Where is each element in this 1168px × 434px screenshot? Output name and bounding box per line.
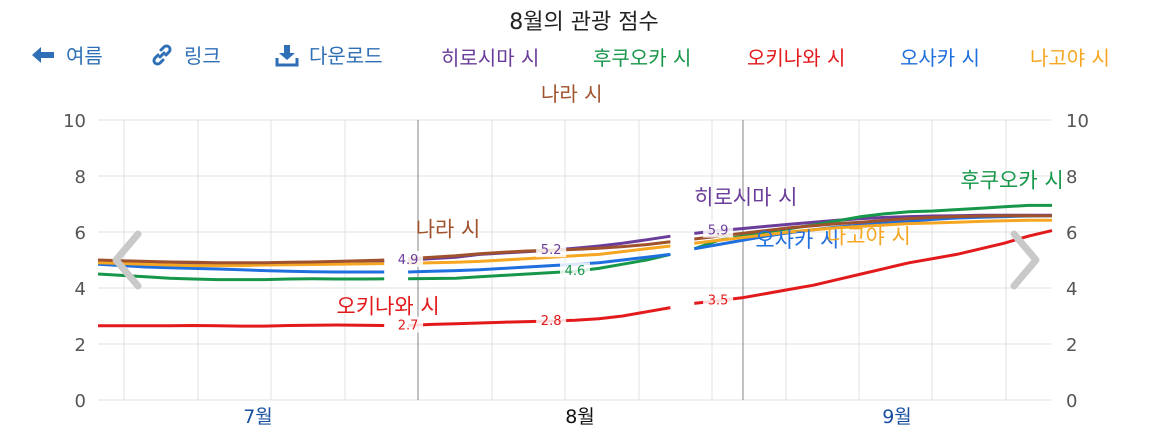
value-label: 5.2 (541, 243, 562, 258)
series-name-label: 후쿠오카 시 (960, 168, 1063, 192)
y-tick-label-right: 0 (1066, 391, 1077, 412)
value-label: 2.7 (398, 319, 419, 334)
x-month-label: 7월 (243, 406, 273, 428)
value-label: 4.6 (565, 264, 586, 279)
y-tick-label-left: 10 (63, 111, 86, 132)
value-label-bg (703, 221, 734, 238)
download-label: 다운로드 (309, 44, 383, 68)
series-name-label: 히로시마 시 (694, 185, 797, 209)
link-label: 링크 (184, 44, 221, 68)
series-name-label: 나고야 시 (827, 225, 911, 249)
download-button[interactable]: 다운로드 (275, 40, 383, 69)
value-label-bg (703, 291, 734, 308)
series-line (98, 323, 385, 328)
value-label-bg (393, 251, 424, 267)
series-name-label: 오키나와 시 (336, 295, 439, 319)
series-line (693, 203, 1052, 251)
value-label-bg (393, 316, 424, 333)
series-line (97, 261, 385, 268)
chevron-right-icon[interactable] (1004, 230, 1044, 290)
series-line (408, 252, 671, 281)
series-name-label: 나라 시 (416, 218, 481, 242)
series-name-label: 오사카 시 (755, 228, 839, 252)
legend-item-nagoya[interactable]: 나고야 시 (1030, 46, 1110, 70)
legend-item-fukuoka[interactable]: 후쿠오카 시 (593, 46, 692, 70)
series-line (97, 272, 385, 282)
series-line (694, 218, 1052, 245)
y-tick-label-right: 2 (1066, 335, 1077, 356)
y-tick-label-left: 2 (75, 335, 86, 356)
y-tick-label-right: 4 (1066, 279, 1077, 300)
legend-item-osaka[interactable]: 오사카 시 (900, 46, 980, 70)
y-tick-label-right: 8 (1066, 167, 1077, 188)
y-tick-label-left: 4 (75, 279, 86, 300)
series-line (97, 258, 385, 265)
y-tick-label-left: 8 (75, 167, 86, 188)
value-label-bg (536, 312, 567, 329)
y-tick-label-right: 6 (1066, 223, 1077, 244)
back-label: 여름 (66, 44, 103, 68)
series-line (694, 229, 1053, 305)
back-button[interactable]: 여름 (30, 40, 103, 69)
y-tick-label-left: 6 (75, 223, 86, 244)
value-label: 5.9 (708, 224, 729, 239)
axis-layer: 0 0 2 2 4 4 6 6 8 8 10 10 7월 8월 9월 (63, 111, 1089, 428)
chevron-left-icon[interactable] (108, 230, 148, 290)
series-line (97, 262, 385, 274)
legend-item-hiroshima[interactable]: 히로시마 시 (441, 46, 540, 70)
download-icon (275, 44, 299, 66)
chart-title: 8월의 관광 점수 (509, 10, 659, 35)
x-month-label: 8월 (565, 406, 595, 428)
x-month-label: 9월 (882, 406, 912, 428)
legend-item-nara[interactable]: 나라 시 (541, 82, 603, 106)
value-label-bg (560, 262, 590, 279)
value-label: 3.5 (708, 294, 729, 309)
value-label-bg (536, 241, 567, 258)
value-label: 2.8 (541, 314, 562, 329)
y-tick-label-left: 0 (75, 391, 86, 412)
y-tick-label-right: 10 (1066, 111, 1089, 132)
link-icon (152, 43, 172, 66)
legend-item-okinawa[interactable]: 오키나와 시 (747, 46, 846, 70)
series-line (694, 214, 1052, 241)
series-line (408, 252, 671, 274)
series-line (408, 244, 671, 265)
grid-layer (98, 119, 1052, 401)
value-label: 4.9 (398, 253, 419, 268)
link-button[interactable]: 링크 (150, 40, 221, 69)
arrow-left-icon (32, 46, 54, 63)
